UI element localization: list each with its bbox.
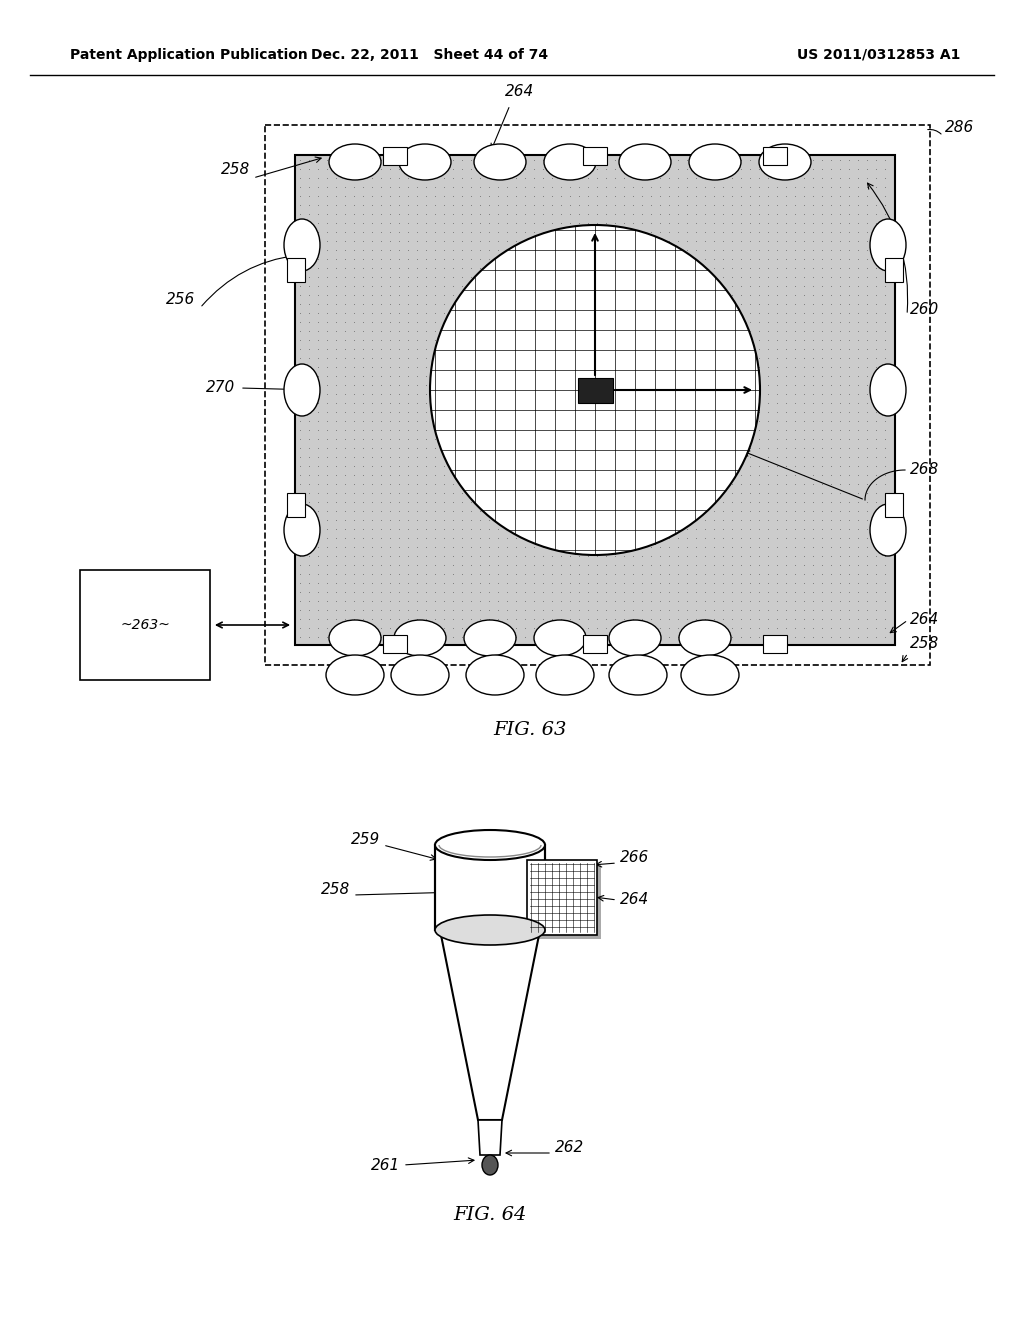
Ellipse shape [391, 655, 449, 696]
Text: FIG. 63: FIG. 63 [494, 721, 566, 739]
Text: Patent Application Publication: Patent Application Publication [70, 48, 308, 62]
Bar [80, 570, 210, 680]
Text: 264: 264 [910, 612, 939, 627]
Bar [383, 635, 407, 653]
Ellipse shape [435, 915, 545, 945]
Bar [295, 154, 895, 645]
Bar [885, 257, 903, 282]
Bar [531, 865, 601, 939]
Text: 259: 259 [351, 833, 380, 847]
Ellipse shape [464, 620, 516, 656]
Ellipse shape [759, 144, 811, 180]
Bar [583, 147, 607, 165]
Bar [583, 635, 607, 653]
Text: Dec. 22, 2011   Sheet 44 of 74: Dec. 22, 2011 Sheet 44 of 74 [311, 48, 549, 62]
Ellipse shape [329, 620, 381, 656]
Text: FIG. 64: FIG. 64 [454, 1206, 526, 1224]
Polygon shape [478, 1119, 502, 1155]
Ellipse shape [681, 655, 739, 696]
Ellipse shape [284, 219, 319, 271]
Text: 270: 270 [206, 380, 234, 396]
Text: 261: 261 [371, 1158, 400, 1172]
Text: US 2011/0312853 A1: US 2011/0312853 A1 [797, 48, 961, 62]
Ellipse shape [474, 144, 526, 180]
Bar [885, 492, 903, 517]
Bar [287, 492, 305, 517]
Bar [763, 635, 787, 653]
Ellipse shape [689, 144, 741, 180]
Text: 268: 268 [910, 462, 939, 478]
Ellipse shape [534, 620, 586, 656]
Text: 266: 266 [620, 850, 649, 866]
Ellipse shape [544, 144, 596, 180]
Bar [265, 125, 930, 665]
Bar [527, 861, 597, 935]
Ellipse shape [536, 655, 594, 696]
Text: 258: 258 [910, 635, 939, 651]
Text: 256: 256 [166, 293, 195, 308]
Ellipse shape [326, 655, 384, 696]
Ellipse shape [618, 144, 671, 180]
Text: 260: 260 [910, 302, 939, 318]
Circle shape [430, 224, 760, 554]
Ellipse shape [394, 620, 446, 656]
Text: 262: 262 [555, 1140, 585, 1155]
Ellipse shape [609, 655, 667, 696]
Text: ~263~: ~263~ [120, 618, 170, 632]
Bar [763, 147, 787, 165]
Ellipse shape [399, 144, 451, 180]
Bar [435, 845, 545, 931]
Ellipse shape [435, 830, 545, 861]
Text: 286: 286 [945, 120, 974, 136]
Text: 258: 258 [321, 883, 350, 898]
Ellipse shape [870, 364, 906, 416]
Bar [383, 147, 407, 165]
Text: 264: 264 [506, 84, 535, 99]
Ellipse shape [870, 219, 906, 271]
Bar [578, 378, 613, 403]
Ellipse shape [609, 620, 662, 656]
Text: 264: 264 [620, 892, 649, 908]
Ellipse shape [284, 364, 319, 416]
Ellipse shape [482, 1155, 498, 1175]
Polygon shape [440, 931, 540, 1119]
Bar [287, 257, 305, 282]
Ellipse shape [284, 504, 319, 556]
Text: 258: 258 [221, 162, 250, 177]
Ellipse shape [870, 504, 906, 556]
Ellipse shape [679, 620, 731, 656]
Ellipse shape [329, 144, 381, 180]
Ellipse shape [466, 655, 524, 696]
